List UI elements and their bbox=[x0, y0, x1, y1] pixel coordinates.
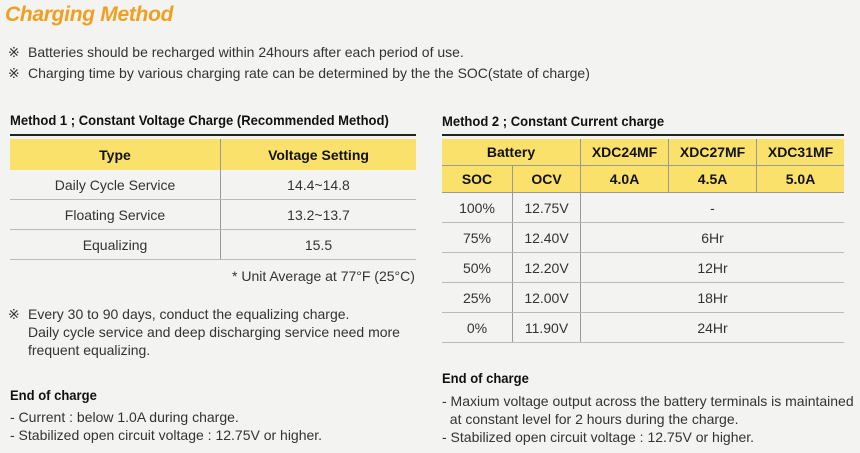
model-header: XDC31MF bbox=[756, 139, 844, 166]
table-row: Equalizing 15.5 bbox=[10, 229, 416, 260]
current-header: 4.0A bbox=[580, 165, 670, 193]
table-row: 0% 11.90V 24Hr bbox=[442, 312, 844, 343]
method2-heading: Method 2 ; Constant Current charge bbox=[442, 113, 665, 129]
method1-table: Type Voltage Setting Daily Cycle Service… bbox=[10, 139, 416, 260]
soc-cell: 50% bbox=[442, 252, 513, 283]
soc-cell: 100% bbox=[442, 192, 513, 223]
table-row: 100% 12.75V - bbox=[442, 192, 844, 223]
current-header: 4.5A bbox=[668, 165, 758, 193]
end-of-charge-line: - Current : below 1.0A during charge. bbox=[10, 409, 239, 425]
end-of-charge-heading-right: End of charge bbox=[442, 370, 529, 386]
time-cell: 18Hr bbox=[580, 282, 844, 313]
method2-table: Battery XDC24MF XDC27MF XDC31MF SOC OCV … bbox=[442, 139, 844, 343]
ocv-cell: 12.20V bbox=[512, 252, 581, 283]
time-cell: 12Hr bbox=[580, 252, 844, 283]
type-cell: Daily Cycle Service bbox=[10, 170, 221, 200]
equalize-note: ※ Every 30 to 90 days, conduct the equali… bbox=[8, 305, 400, 359]
equalize-line: frequent equalizing. bbox=[28, 342, 151, 358]
type-cell: Equalizing bbox=[10, 229, 221, 260]
intro-note-2: ※ Charging time by various charging rate … bbox=[8, 65, 590, 82]
table-row: 25% 12.00V 18Hr bbox=[442, 282, 844, 313]
voltage-header: Voltage Setting bbox=[220, 139, 416, 170]
voltage-cell: 15.5 bbox=[220, 229, 416, 260]
note-mark: ※ bbox=[8, 306, 20, 322]
equalize-line: Daily cycle service and deep discharging… bbox=[28, 324, 400, 340]
unit-note: * Unit Average at 77°F (25°C) bbox=[232, 268, 415, 284]
note-mark: ※ bbox=[8, 65, 20, 81]
soc-cell: 75% bbox=[442, 222, 513, 253]
end-of-charge-line: - Stabilized open circuit voltage : 12.7… bbox=[442, 429, 755, 445]
model-header: XDC24MF bbox=[580, 139, 670, 166]
ocv-cell: 12.00V bbox=[512, 282, 581, 313]
method1-heading: Method 1 ; Constant Voltage Charge (Reco… bbox=[10, 112, 389, 128]
note-mark: ※ bbox=[8, 44, 20, 60]
voltage-cell: 13.2~13.7 bbox=[220, 199, 416, 230]
ocv-header: OCV bbox=[512, 165, 581, 193]
end-of-charge-list-right: - Maxium voltage output across the batte… bbox=[442, 392, 854, 446]
table-header-row: Battery XDC24MF XDC27MF XDC31MF bbox=[442, 139, 844, 166]
time-cell: 6Hr bbox=[580, 222, 844, 253]
note-text: Charging time by various charging rate c… bbox=[28, 65, 590, 81]
intro-note-1: ※ Batteries should be recharged within 24… bbox=[8, 44, 464, 61]
table-row: Floating Service 13.2~13.7 bbox=[10, 199, 416, 230]
soc-cell: 0% bbox=[442, 312, 513, 343]
ocv-cell: 11.90V bbox=[512, 312, 581, 343]
soc-header: SOC bbox=[442, 165, 513, 193]
method2-divider bbox=[442, 134, 844, 136]
time-cell: - bbox=[580, 192, 844, 223]
voltage-cell: 14.4~14.8 bbox=[220, 170, 416, 200]
end-of-charge-list-left: - Current : below 1.0A during charge. - … bbox=[10, 408, 322, 444]
method1-divider bbox=[10, 134, 416, 136]
table-row: 50% 12.20V 12Hr bbox=[442, 252, 844, 283]
table-row: Daily Cycle Service 14.4~14.8 bbox=[10, 170, 416, 200]
model-header: XDC27MF bbox=[668, 139, 758, 166]
note-text: Batteries should be recharged within 24h… bbox=[28, 44, 464, 60]
battery-header: Battery bbox=[442, 139, 581, 166]
page-title: Charging Method bbox=[5, 3, 174, 26]
table-subheader-row: SOC OCV 4.0A 4.5A 5.0A bbox=[442, 165, 844, 193]
time-cell: 24Hr bbox=[580, 312, 844, 343]
type-cell: Floating Service bbox=[10, 199, 221, 230]
end-of-charge-heading-left: End of charge bbox=[10, 387, 97, 403]
ocv-cell: 12.40V bbox=[512, 222, 581, 253]
table-header-row: Type Voltage Setting bbox=[10, 139, 416, 170]
equalize-line: Every 30 to 90 days, conduct the equaliz… bbox=[28, 306, 350, 322]
type-header: Type bbox=[10, 139, 221, 170]
table-row: 75% 12.40V 6Hr bbox=[442, 222, 844, 253]
end-of-charge-line: - Stabilized open circuit voltage : 12.7… bbox=[10, 427, 323, 443]
end-of-charge-line: at constant level for 2 hours during the… bbox=[442, 411, 739, 427]
current-header: 5.0A bbox=[756, 165, 844, 193]
ocv-cell: 12.75V bbox=[512, 192, 581, 223]
soc-cell: 25% bbox=[442, 282, 513, 313]
end-of-charge-line: - Maxium voltage output across the batte… bbox=[442, 393, 854, 409]
